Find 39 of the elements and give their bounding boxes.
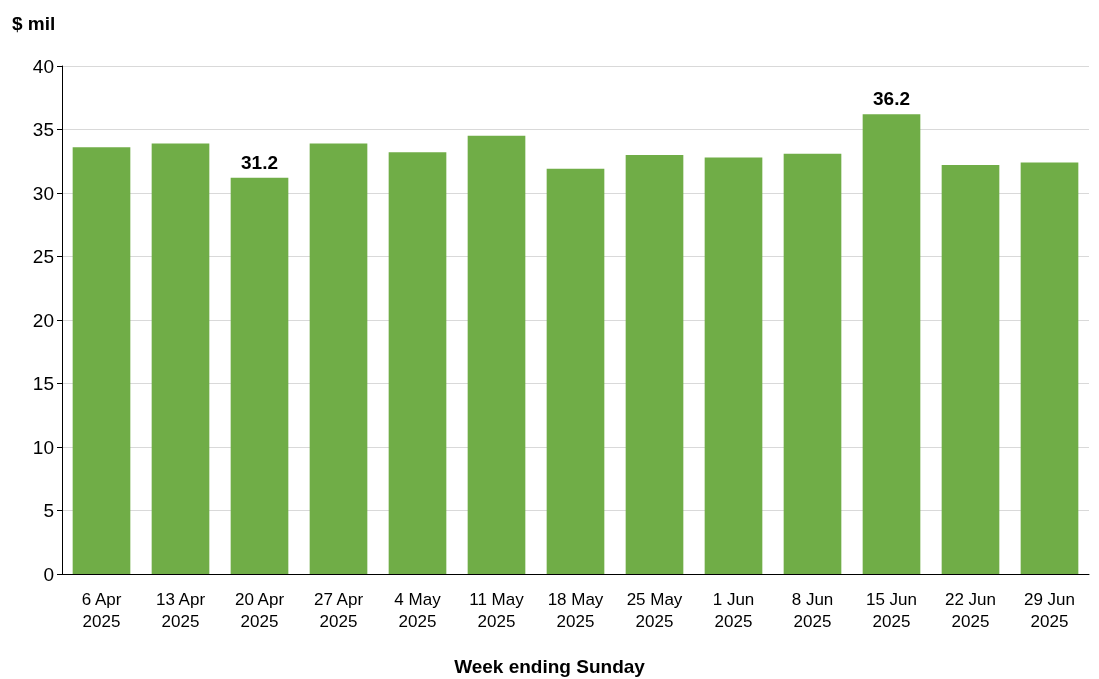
x-tick-label: 18 May 2025 [547,589,604,631]
y-tick-label: 30 [32,182,54,204]
x-tick-label: 27 Apr 2025 [313,589,364,631]
y-tick-label: 0 [43,563,54,585]
x-tick-label: 22 Jun 2025 [944,589,997,631]
x-tick-label: 1 Jun 2025 [712,589,755,631]
x-tick-label: 6 Apr 2025 [81,589,122,631]
y-tick-label: 25 [32,246,54,267]
bar [862,114,921,574]
bar [1020,162,1079,574]
x-axis-title: Week ending Sunday [454,656,646,677]
y-axis-title: $ mil [12,13,56,34]
bar [941,165,1000,574]
bar [309,143,368,574]
bar [546,168,605,574]
bar [230,177,289,574]
data-label: 36.2 [873,88,910,110]
bar [72,147,131,574]
y-tick-label: 10 [32,436,54,458]
x-tick-label: 20 Apr 2025 [234,589,285,631]
bar [467,135,526,574]
y-tick-label: 5 [43,500,54,521]
y-tick-label: 35 [32,119,54,140]
bar [783,153,842,574]
x-tick-label: 8 Jun 2025 [791,589,834,631]
x-tick-label: 25 May 2025 [626,589,683,631]
x-tick-label: 4 May 2025 [394,589,442,631]
y-tick-label: 20 [32,309,54,331]
bar [704,157,763,574]
data-label: 31.2 [241,151,278,173]
bar [151,143,210,574]
y-tick-label: 15 [32,373,54,394]
x-tick-label: 29 Jun 2025 [1023,589,1076,631]
x-tick-label: 11 May 2025 [469,589,525,631]
bar [625,154,684,574]
x-tick-label: 13 Apr 2025 [155,589,206,631]
bar [388,152,447,574]
y-tick-label: 40 [32,55,54,77]
x-tick-label: 15 Jun 2025 [865,589,918,631]
